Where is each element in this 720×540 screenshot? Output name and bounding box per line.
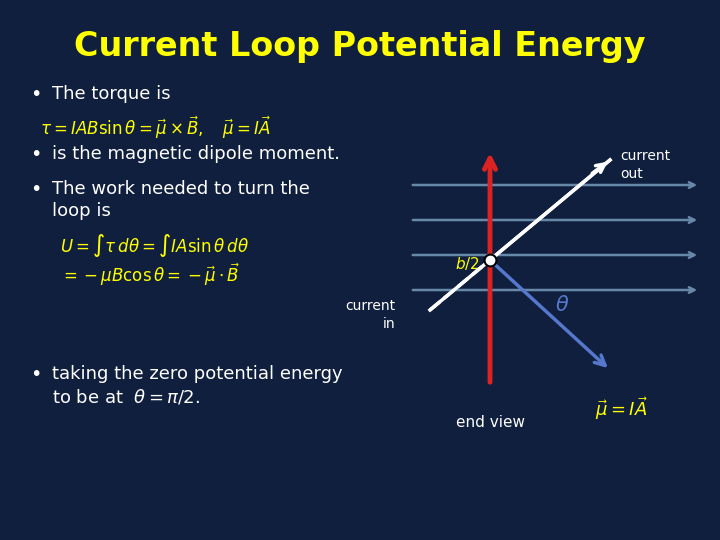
- Text: •: •: [30, 85, 41, 104]
- Text: $= -\mu B\cos\theta = -\vec{\mu}\cdot\vec{B}$: $= -\mu B\cos\theta = -\vec{\mu}\cdot\ve…: [60, 262, 240, 288]
- Text: current
out: current out: [620, 150, 670, 181]
- Text: loop is: loop is: [52, 202, 111, 220]
- Text: $\vec{\mu} = I\vec{A}$: $\vec{\mu} = I\vec{A}$: [595, 395, 648, 422]
- Text: is the magnetic dipole moment.: is the magnetic dipole moment.: [52, 145, 340, 163]
- Text: $b/2$: $b/2$: [455, 255, 480, 272]
- Text: Current Loop Potential Energy: Current Loop Potential Energy: [74, 30, 646, 63]
- Text: to be at  $\theta = \pi/2.$: to be at $\theta = \pi/2.$: [52, 387, 200, 406]
- Text: •: •: [30, 180, 41, 199]
- Text: The work needed to turn the: The work needed to turn the: [52, 180, 310, 198]
- Text: $\theta$: $\theta$: [555, 295, 570, 315]
- Text: end view: end view: [456, 415, 524, 430]
- Text: $U = \int\tau\,d\theta = \int IA\sin\theta\,d\theta$: $U = \int\tau\,d\theta = \int IA\sin\the…: [60, 232, 249, 259]
- Text: The torque is: The torque is: [52, 85, 171, 103]
- Text: •: •: [30, 145, 41, 164]
- Text: •: •: [30, 365, 41, 384]
- Text: taking the zero potential energy: taking the zero potential energy: [52, 365, 343, 383]
- Text: current
in: current in: [345, 299, 395, 330]
- Text: $\tau = IAB\sin\theta = \vec{\mu}\times\vec{B},\quad\vec{\mu} = I\vec{A}$: $\tau = IAB\sin\theta = \vec{\mu}\times\…: [40, 115, 271, 141]
